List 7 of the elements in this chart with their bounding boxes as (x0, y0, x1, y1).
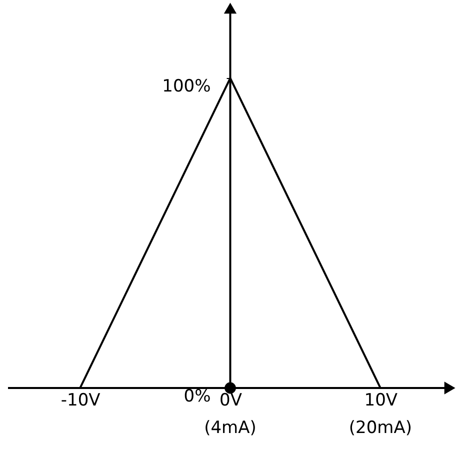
y-tick-label: 0% (184, 386, 211, 406)
y-tick-label: 100% (162, 76, 211, 97)
x-tick-label: -10V (60, 390, 101, 410)
annotation: (4mA) (204, 418, 256, 438)
x-tick-label: 10V (364, 390, 398, 410)
x-tick-label: 0V (220, 390, 242, 410)
annotation: (20mA) (348, 418, 412, 438)
